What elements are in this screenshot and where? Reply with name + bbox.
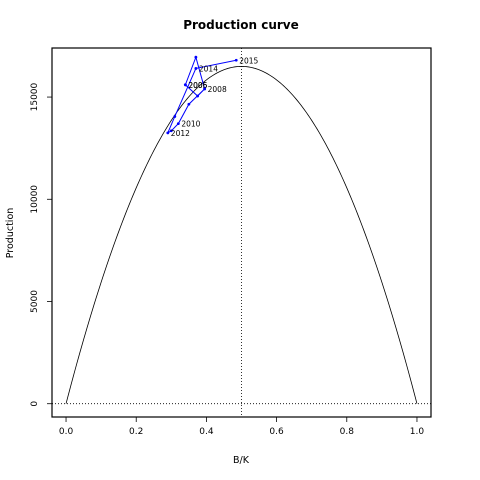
y-axis-label: Production — [5, 208, 16, 259]
x-tick-label: 0.6 — [269, 427, 284, 437]
year-label: 2015 — [239, 56, 258, 65]
year-label: 2005 — [188, 81, 207, 90]
y-tick-label: 0 — [30, 401, 40, 407]
x-tick-label: 0.0 — [59, 427, 74, 437]
production-curve — [65, 65, 418, 404]
x-axis: 0.0 0.2 0.4 0.6 0.8 1.0 — [59, 417, 425, 437]
y-axis: 0 5000 10000 15000 — [30, 82, 52, 407]
plot-frame — [51, 47, 432, 418]
y-tick-label: 10000 — [30, 185, 40, 214]
x-tick-label: 0.8 — [340, 427, 355, 437]
data-point — [203, 87, 207, 91]
x-tick-label: 1.0 — [410, 427, 425, 437]
data-point — [173, 115, 177, 118]
data-point — [187, 102, 191, 106]
data-point — [166, 131, 170, 135]
data-point — [196, 94, 200, 98]
year-label: 2008 — [208, 85, 227, 94]
y-tick-label: 5000 — [30, 290, 40, 313]
year-label: 2006 — [188, 81, 207, 90]
year-label: 2012 — [171, 129, 190, 138]
chart-title: Production curve — [183, 18, 299, 32]
series-line — [166, 55, 237, 135]
data-point — [169, 129, 173, 133]
x-tick-label: 0.2 — [129, 427, 143, 437]
data-point — [183, 83, 187, 87]
year-label: 2010 — [181, 120, 200, 129]
data-point — [176, 122, 180, 126]
data-point — [194, 55, 198, 59]
year-label: 2014 — [199, 64, 218, 73]
data-point — [234, 58, 238, 62]
reference-lines — [52, 48, 431, 417]
data-point — [194, 67, 198, 70]
x-axis-label: B/K — [233, 455, 250, 466]
y-tick-label: 15000 — [30, 82, 40, 111]
x-tick-label: 0.4 — [199, 427, 214, 437]
